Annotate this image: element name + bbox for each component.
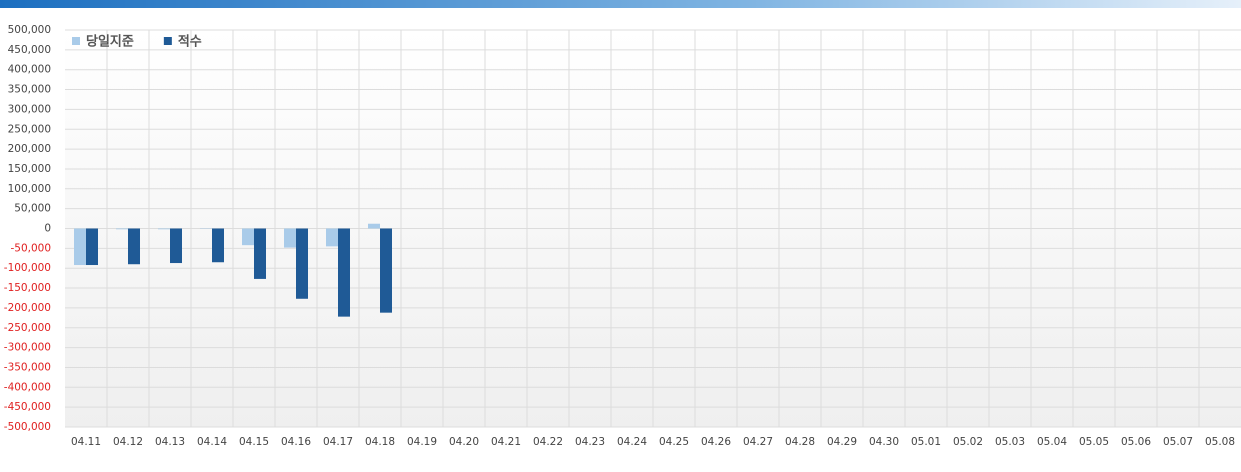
y-tick-label: -450,000 (4, 401, 51, 413)
y-tick-label: -200,000 (4, 302, 51, 314)
bar (170, 229, 182, 264)
x-tick-label: 04.11 (71, 436, 101, 448)
bar (380, 229, 392, 313)
bar (338, 229, 350, 317)
bar (86, 229, 98, 266)
x-tick-label: 04.26 (701, 436, 731, 448)
bar (296, 229, 308, 299)
x-tick-label: 04.17 (323, 436, 353, 448)
legend-swatch (164, 37, 172, 45)
legend-label: 당일지준 (86, 34, 134, 50)
y-tick-label: -300,000 (4, 342, 51, 354)
top-bar (0, 0, 1241, 8)
y-tick-label: 0 (44, 223, 51, 235)
y-tick-label: -250,000 (4, 322, 51, 334)
y-tick-label: 300,000 (8, 103, 51, 115)
x-tick-label: 05.03 (995, 436, 1025, 448)
x-tick-label: 04.20 (449, 436, 479, 448)
y-tick-label: 500,000 (8, 24, 51, 36)
bar (326, 229, 338, 247)
bar (254, 229, 266, 279)
bar (116, 229, 128, 230)
bar (128, 229, 140, 265)
x-tick-label: 04.19 (407, 436, 437, 448)
x-tick-label: 04.25 (659, 436, 689, 448)
bar (368, 224, 380, 229)
y-tick-label: -500,000 (4, 421, 51, 433)
x-tick-label: 05.07 (1163, 436, 1193, 448)
x-tick-label: 05.01 (911, 436, 941, 448)
y-tick-label: 400,000 (8, 64, 51, 76)
y-tick-label: -350,000 (4, 361, 51, 373)
y-tick-label: -50,000 (10, 242, 51, 254)
y-tick-label: 150,000 (8, 163, 51, 175)
x-tick-label: 04.13 (155, 436, 185, 448)
y-tick-label: 100,000 (8, 183, 51, 195)
legend-swatch (72, 37, 80, 45)
legend-label: 적수 (178, 34, 202, 50)
bar (158, 229, 170, 230)
x-tick-label: 04.29 (827, 436, 857, 448)
x-tick-label: 05.08 (1205, 436, 1235, 448)
x-tick-label: 04.27 (743, 436, 773, 448)
y-tick-label: -400,000 (4, 381, 51, 393)
x-tick-label: 04.18 (365, 436, 395, 448)
y-tick-label: 200,000 (8, 143, 51, 155)
y-tick-label: -150,000 (4, 282, 51, 294)
y-tick-label: 50,000 (14, 203, 51, 215)
x-tick-label: 04.16 (281, 436, 311, 448)
y-tick-label: -100,000 (4, 262, 51, 274)
x-tick-label: 04.30 (869, 436, 899, 448)
x-tick-label: 05.02 (953, 436, 983, 448)
x-tick-label: 04.22 (533, 436, 563, 448)
x-tick-label: 04.23 (575, 436, 605, 448)
x-tick-label: 04.15 (239, 436, 269, 448)
x-tick-label: 04.28 (785, 436, 815, 448)
y-tick-label: 450,000 (8, 44, 51, 56)
x-tick-label: 04.24 (617, 436, 647, 448)
bar (74, 229, 86, 266)
x-tick-label: 04.14 (197, 436, 227, 448)
x-tick-label: 04.21 (491, 436, 521, 448)
x-tick-label: 05.05 (1079, 436, 1109, 448)
y-tick-label: 350,000 (8, 84, 51, 96)
x-tick-label: 05.06 (1121, 436, 1151, 448)
y-tick-label: 250,000 (8, 123, 51, 135)
bar (284, 229, 296, 248)
bar (212, 229, 224, 263)
x-tick-label: 05.04 (1037, 436, 1067, 448)
bar (242, 229, 254, 246)
x-tick-label: 04.12 (113, 436, 143, 448)
